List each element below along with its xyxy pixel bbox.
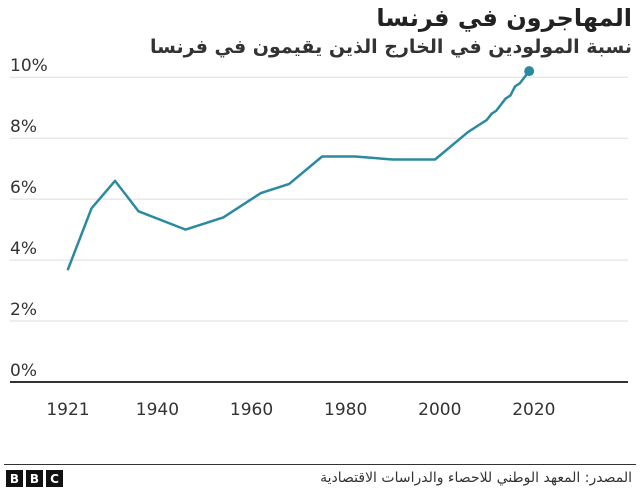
y-tick-label-10: 10% xyxy=(10,56,48,76)
gridlines xyxy=(10,76,628,383)
x-tick-label-2020: 2020 xyxy=(512,400,555,420)
logo-letter-b2: B xyxy=(26,470,43,487)
logo-letter-c: C xyxy=(46,470,63,487)
chart-title: المهاجرون في فرنسا xyxy=(376,4,632,32)
x-tick-label-2000: 2000 xyxy=(418,400,461,420)
y-tick-label-4: 4% xyxy=(10,239,37,259)
y-tick-label-2: 2% xyxy=(10,300,37,320)
series-end-point-0 xyxy=(524,66,535,77)
x-tick-label-1940: 1940 xyxy=(136,400,179,420)
y-tick-label-6: 6% xyxy=(10,178,37,198)
logo-letter-b1: B xyxy=(6,470,23,487)
y-tick-label-8: 8% xyxy=(10,117,37,137)
x-tick-label-1960: 1960 xyxy=(230,400,273,420)
series-layer xyxy=(66,66,535,271)
x-tick-label-1921: 1921 xyxy=(46,400,89,420)
y-tick-label-0: 0% xyxy=(10,361,37,381)
bbc-logo: B B C xyxy=(6,470,63,487)
y-axis-ticks: 0% 2% 4% 6% 8% 10% xyxy=(10,56,48,381)
series-line-0 xyxy=(66,69,531,271)
x-axis-ticks: 1921 1940 1960 1980 2000 2020 xyxy=(46,400,555,420)
source-note: المصدر: المعهد الوطني للاحصاء والدراسات … xyxy=(320,470,632,486)
footer-divider xyxy=(4,464,636,465)
chart-subtitle: نسبة المولودين في الخارج الذين يقيمون في… xyxy=(150,36,632,58)
x-tick-label-1980: 1980 xyxy=(324,400,367,420)
